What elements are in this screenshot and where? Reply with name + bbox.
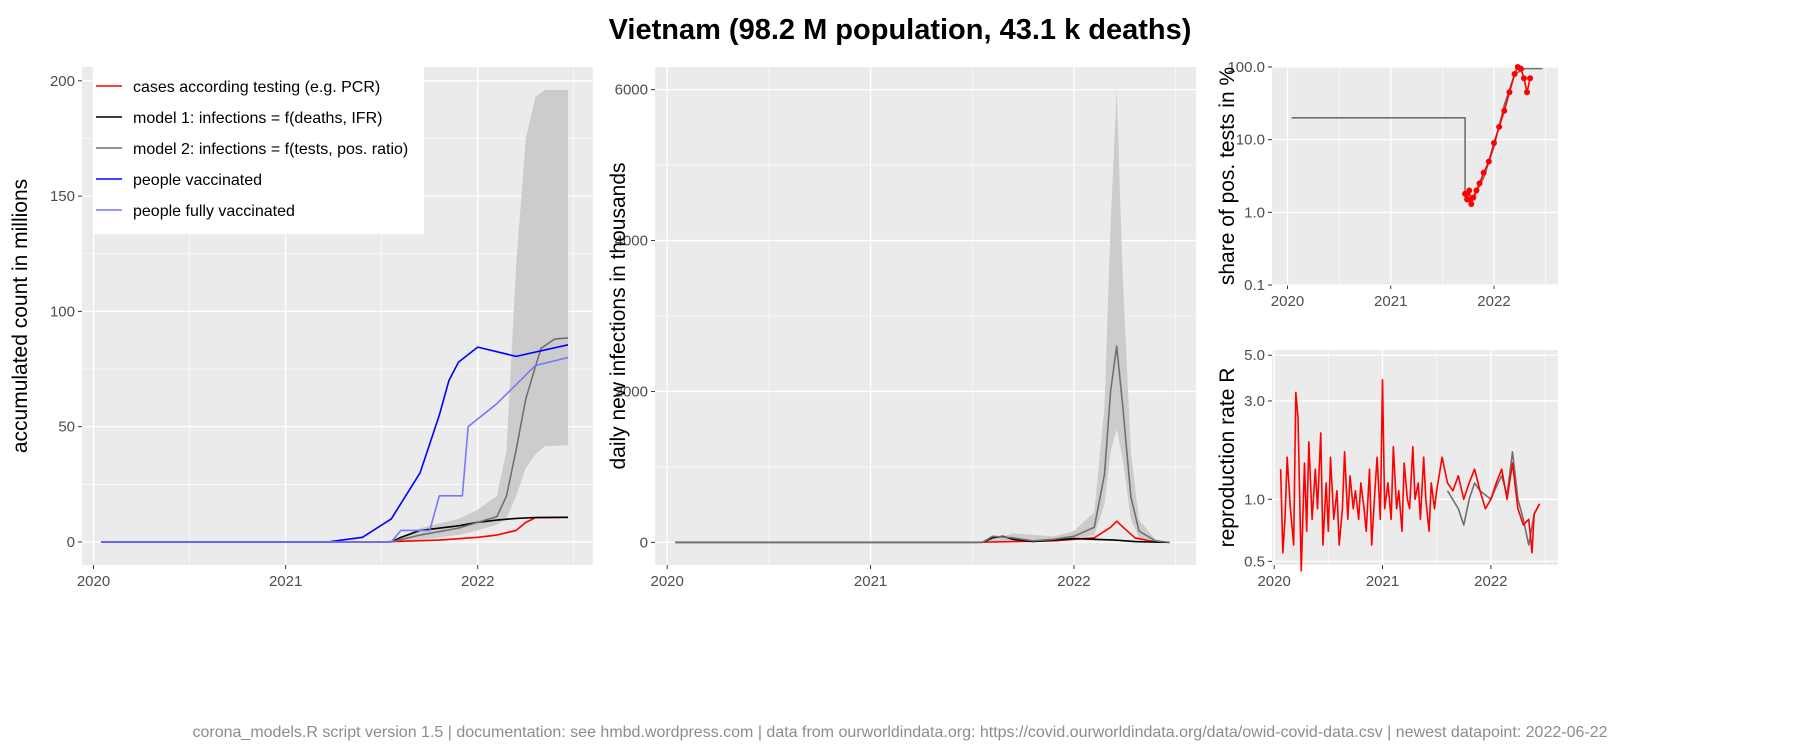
legend-box <box>94 66 424 234</box>
x-tick-label: 2020 <box>1257 573 1290 590</box>
data-point <box>1470 194 1477 201</box>
x-tick-label: 2022 <box>1477 293 1510 310</box>
legend-label: model 1: infections = f(deaths, IFR) <box>133 110 382 127</box>
series-line-model-2-infections-f-tests-pos-ratio <box>101 337 569 543</box>
model-2-uncertainty-ribbon <box>391 90 569 542</box>
data-point <box>1476 180 1483 187</box>
data-point <box>1527 75 1534 82</box>
y-tick-label: 10.0 <box>1236 132 1265 149</box>
y-axis-label: share of pos. tests in % <box>1216 67 1239 285</box>
data-point <box>1520 75 1527 82</box>
series-line-reproduction-rate-r <box>1279 378 1541 572</box>
y-tick-label: 2000 <box>615 383 648 400</box>
x-tick-label: 2021 <box>854 573 887 590</box>
y-axis-label: daily new infections in thousands <box>607 162 630 469</box>
model-2-uncertainty-ribbon <box>982 89 1170 543</box>
y-tick-label: 100 <box>50 303 75 320</box>
legend-label: model 2: infections = f(tests, pos. rati… <box>133 141 408 158</box>
x-tick-label: 2021 <box>269 573 302 590</box>
x-tick-label: 2020 <box>77 573 110 590</box>
y-tick-label: 6000 <box>615 82 648 99</box>
y-tick-label: 0 <box>67 534 75 551</box>
y-axis-label: reproduction rate R <box>1216 368 1239 548</box>
data-point <box>1490 139 1497 146</box>
legend-label: cases according testing (e.g. PCR) <box>133 79 380 96</box>
reproduction-rate-panel: 2020 2021 2022 0.5 1.0 3.0 5.0 reproduction rat… <box>1216 347 1558 590</box>
series-line-model-2-infections-f-tests-pos-ratio <box>1446 450 1541 546</box>
x-tick-label: 2022 <box>461 573 494 590</box>
data-point <box>1473 187 1480 194</box>
y-tick-label: 150 <box>50 188 75 205</box>
series-line-people-vaccinated <box>101 344 569 543</box>
footer-note: corona_models.R script version 1.5 | doc… <box>192 724 1608 741</box>
data-point <box>1485 158 1492 165</box>
y-tick-label: 0.5 <box>1244 553 1265 570</box>
data-point <box>1462 190 1469 197</box>
y-tick-label: 4000 <box>615 233 648 250</box>
legend-label: people vaccinated <box>133 172 262 189</box>
series-line-cases-according-testing-e-g-pcr <box>675 520 1170 544</box>
legend: cases according testing (e.g. PCR) model … <box>94 66 424 234</box>
data-point <box>1464 196 1471 203</box>
data-point <box>1524 89 1531 96</box>
data-point <box>1501 107 1508 114</box>
series-line-cases-according-testing-e-g-pcr <box>101 516 569 543</box>
y-tick-label: 0.1 <box>1244 277 1265 294</box>
series-line-people-fully-vaccinated <box>101 356 569 543</box>
x-tick-label: 2020 <box>651 573 684 590</box>
data-point <box>1480 169 1487 176</box>
x-tick-label: 2022 <box>1474 573 1507 590</box>
series-line-model-2-infections-f-tests-pos-ratio <box>675 345 1170 544</box>
data-point <box>1517 65 1524 72</box>
chart-title: Vietnam (98.2 M population, 43.1 k death… <box>608 14 1192 46</box>
y-tick-label: 5.0 <box>1244 347 1265 364</box>
y-tick-label: 50 <box>58 419 75 436</box>
y-axis-label: accumulated count in millions <box>9 179 32 453</box>
data-point <box>1496 123 1503 130</box>
y-tick-label: 100.0 <box>1227 59 1265 76</box>
y-tick-label: 1.0 <box>1244 204 1265 221</box>
y-tick-label: 0 <box>640 534 648 551</box>
y-tick-label: 200 <box>50 73 75 90</box>
x-tick-label: 2020 <box>1271 293 1304 310</box>
y-tick-label: 3.0 <box>1244 393 1265 410</box>
plot-background <box>1272 67 1558 285</box>
data-point <box>1506 89 1513 96</box>
data-point <box>1511 71 1518 78</box>
series-line-model-1-infections-f-deaths-ifr <box>101 516 569 543</box>
data-point <box>1466 187 1473 194</box>
daily-infections-panel: 2020 2021 2022 0 2000 4000 6000 daily new infec… <box>607 67 1196 590</box>
y-tick-label: 1.0 <box>1244 491 1265 508</box>
data-point <box>1468 201 1475 208</box>
plot-background <box>1272 350 1558 565</box>
legend-label: people fully vaccinated <box>133 203 295 220</box>
x-tick-label: 2021 <box>1366 573 1399 590</box>
x-tick-label: 2021 <box>1374 293 1407 310</box>
x-tick-label: 2022 <box>1057 573 1090 590</box>
